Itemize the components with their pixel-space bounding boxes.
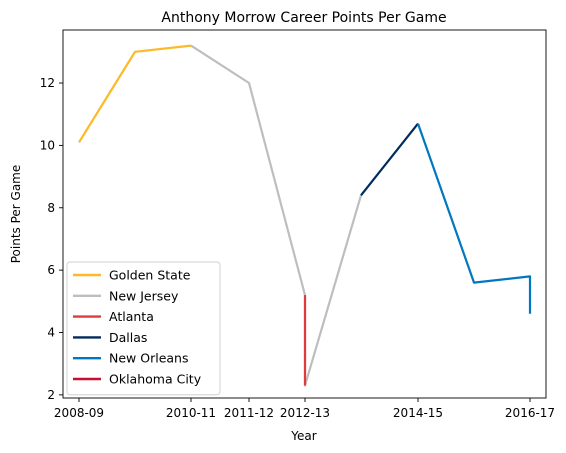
x-tick-label: 2008-09 [54, 406, 104, 420]
x-axis: 2008-09 2010-11 2011-12 2012-13 2014-15 2016-… [54, 398, 555, 420]
x-tick-label: 2014-15 [393, 406, 443, 420]
y-tick-label: 6 [47, 263, 55, 277]
chart-title: Anthony Morrow Career Points Per Game [161, 10, 446, 26]
legend-label: New Orleans [109, 351, 188, 366]
legend: Golden State New Jersey Atlanta Dallas New O… [66, 261, 221, 396]
legend-label: Dallas [109, 330, 147, 345]
legend-label: Golden State [109, 268, 191, 283]
y-tick-label: 4 [47, 326, 55, 340]
series-line-4 [416, 123, 532, 314]
series-layer [78, 44, 532, 387]
y-tick-label: 10 [40, 138, 55, 152]
x-tick-label: 2011-12 [224, 406, 274, 420]
y-tick-label: 2 [47, 388, 55, 402]
legend-box [66, 261, 221, 396]
y-axis: 2 4 6 8 10 12 [40, 76, 63, 402]
x-axis-title: Year [290, 429, 316, 443]
legend-label: Oklahoma City [109, 372, 202, 387]
x-tick-label: 2016-17 [505, 406, 555, 420]
x-tick-label: 2010-11 [166, 406, 216, 420]
series-line-3 [360, 122, 419, 196]
x-tick-label: 2012-13 [280, 406, 330, 420]
series-line-0 [78, 44, 192, 143]
plot-frame [62, 29, 547, 399]
y-tick-label: 12 [40, 76, 55, 90]
y-axis-title: Points Per Game [9, 165, 23, 264]
y-tick-label: 8 [47, 201, 55, 215]
legend-label: Atlanta [109, 309, 154, 324]
legend-label: New Jersey [109, 288, 179, 303]
